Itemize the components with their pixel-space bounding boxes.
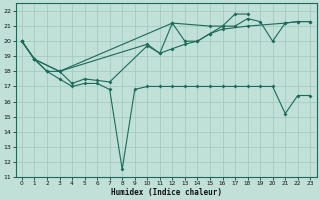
X-axis label: Humidex (Indice chaleur): Humidex (Indice chaleur) bbox=[111, 188, 221, 197]
